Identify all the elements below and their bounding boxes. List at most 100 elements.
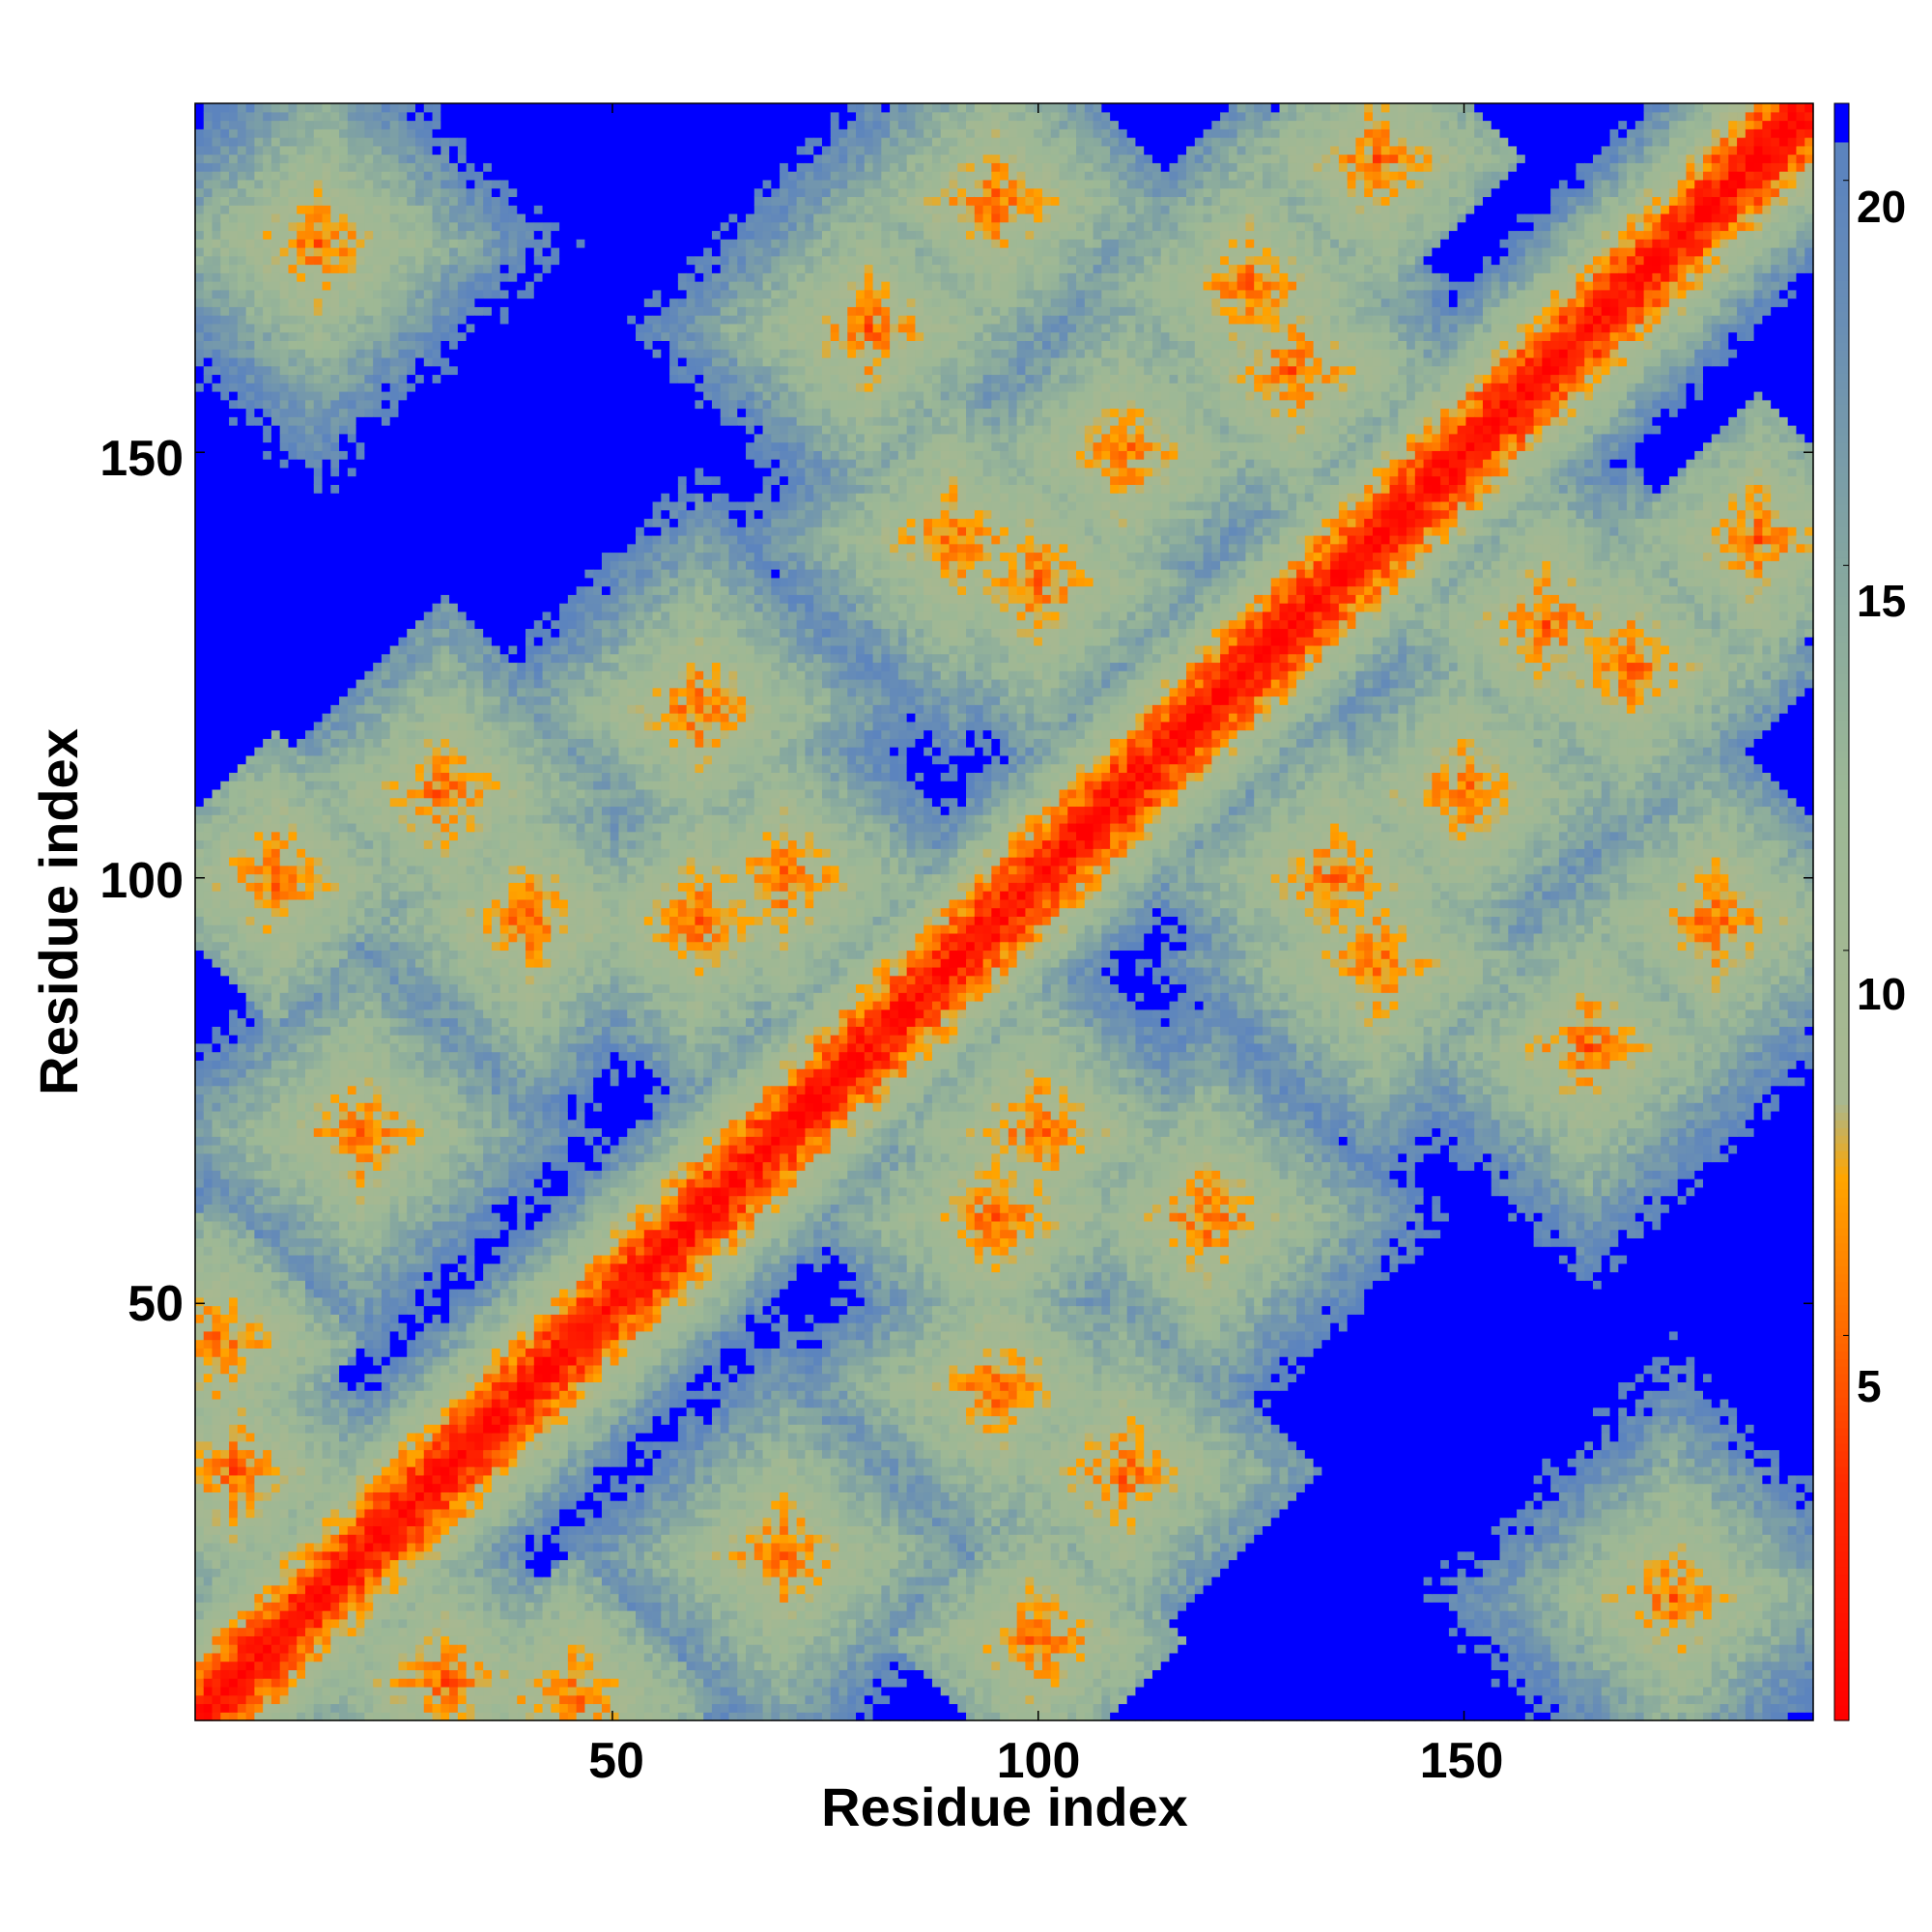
heatmap-cell bbox=[1669, 1662, 1678, 1670]
heatmap-cell bbox=[195, 603, 204, 611]
heatmap-cell bbox=[238, 1610, 246, 1619]
heatmap-cell bbox=[305, 1094, 314, 1102]
heatmap-cell bbox=[195, 823, 204, 832]
heatmap-cell bbox=[246, 1678, 255, 1687]
heatmap-cell bbox=[339, 1602, 348, 1610]
heatmap-cell bbox=[280, 1018, 289, 1027]
heatmap-cell bbox=[297, 315, 305, 324]
heatmap-cell bbox=[195, 121, 204, 129]
heatmap-cell bbox=[983, 1687, 992, 1695]
heatmap-cell bbox=[305, 1255, 314, 1264]
heatmap-cell bbox=[229, 1127, 238, 1136]
heatmap-cell bbox=[297, 840, 305, 849]
heatmap-cell bbox=[271, 747, 280, 755]
heatmap-cell bbox=[254, 789, 263, 798]
heatmap-cell bbox=[297, 1492, 305, 1500]
heatmap-cell bbox=[1712, 1669, 1720, 1678]
heatmap-cell bbox=[865, 1619, 873, 1628]
heatmap-cell bbox=[415, 1687, 424, 1695]
heatmap-cell bbox=[1170, 1610, 1179, 1619]
heatmap-cell bbox=[1508, 1628, 1517, 1636]
heatmap-cell bbox=[238, 1390, 246, 1399]
heatmap-cell bbox=[1178, 1712, 1186, 1720]
heatmap-cell bbox=[246, 1635, 255, 1644]
heatmap-cell bbox=[1144, 1628, 1152, 1636]
heatmap-cell bbox=[915, 1628, 923, 1636]
heatmap-cell bbox=[246, 1559, 255, 1568]
heatmap-cell bbox=[263, 950, 271, 958]
heatmap-cell bbox=[1373, 1653, 1381, 1662]
heatmap-cell bbox=[1618, 1653, 1627, 1662]
heatmap-cell bbox=[254, 281, 263, 290]
heatmap-cell bbox=[1085, 1653, 1094, 1662]
heatmap-cell bbox=[297, 340, 305, 349]
heatmap-cell bbox=[907, 1703, 916, 1712]
heatmap-cell bbox=[526, 1687, 534, 1695]
heatmap-cell bbox=[1305, 1619, 1314, 1628]
heatmap-cell bbox=[238, 162, 246, 171]
heatmap-cell bbox=[458, 1703, 467, 1712]
heatmap-cell bbox=[746, 1619, 754, 1628]
heatmap-cell bbox=[737, 1644, 746, 1653]
heatmap-cell bbox=[220, 1289, 229, 1297]
heatmap-cell bbox=[305, 1458, 314, 1466]
heatmap-cell bbox=[305, 992, 314, 1001]
heatmap-cell bbox=[1584, 1669, 1593, 1678]
heatmap-cell bbox=[474, 1635, 483, 1644]
heatmap-cell bbox=[932, 1628, 941, 1636]
heatmap-cell bbox=[204, 247, 213, 256]
heatmap-cell bbox=[229, 1187, 238, 1196]
heatmap-cell bbox=[1559, 1662, 1568, 1670]
heatmap-cell bbox=[881, 1610, 890, 1619]
heatmap-cell bbox=[831, 1602, 839, 1610]
heatmap-cell bbox=[271, 1407, 280, 1416]
heatmap-cell bbox=[1101, 1628, 1110, 1636]
heatmap-cell bbox=[653, 1628, 662, 1636]
heatmap-cell bbox=[805, 1653, 813, 1662]
heatmap-cell bbox=[1211, 1653, 1220, 1662]
heatmap-cell bbox=[246, 1433, 255, 1441]
heatmap-cell bbox=[220, 1518, 229, 1526]
heatmap-cell bbox=[288, 103, 297, 112]
heatmap-cell bbox=[1440, 1695, 1449, 1704]
heatmap-cell bbox=[1245, 1635, 1254, 1644]
heatmap-cell bbox=[1440, 1653, 1449, 1662]
heatmap-cell bbox=[1593, 1687, 1602, 1695]
heatmap-cell bbox=[220, 857, 229, 866]
heatmap-cell bbox=[1263, 1669, 1271, 1678]
heatmap-cell bbox=[238, 340, 246, 349]
heatmap-cell bbox=[271, 501, 280, 510]
heatmap-cell bbox=[788, 1619, 797, 1628]
heatmap-cell bbox=[220, 366, 229, 375]
heatmap-cell bbox=[271, 1102, 280, 1111]
heatmap-cell bbox=[229, 857, 238, 866]
heatmap-cell bbox=[1152, 1678, 1161, 1687]
heatmap-cell bbox=[195, 1035, 204, 1043]
heatmap-cell bbox=[263, 1577, 271, 1585]
heatmap-cell bbox=[1492, 1619, 1500, 1628]
heatmap-cell bbox=[238, 476, 246, 485]
heatmap-cell bbox=[746, 1687, 754, 1695]
heatmap-cell bbox=[856, 1687, 865, 1695]
heatmap-cell bbox=[204, 340, 213, 349]
heatmap-cell bbox=[356, 1678, 365, 1687]
heatmap-cell bbox=[263, 484, 271, 493]
heatmap-cell bbox=[263, 1551, 271, 1560]
heatmap-cell bbox=[220, 1653, 229, 1662]
heatmap-cell bbox=[220, 1127, 229, 1136]
heatmap-cell bbox=[314, 1653, 323, 1662]
heatmap-cell bbox=[288, 1466, 297, 1475]
heatmap-cell bbox=[1330, 1712, 1339, 1720]
heatmap-cell bbox=[220, 1399, 229, 1407]
heatmap-cell bbox=[348, 1653, 356, 1662]
heatmap-cell bbox=[728, 1610, 737, 1619]
heatmap-cell bbox=[297, 298, 305, 307]
heatmap-cell bbox=[788, 1610, 797, 1619]
heatmap-cell bbox=[238, 594, 246, 603]
heatmap-cell bbox=[330, 1644, 339, 1653]
heatmap-cell bbox=[271, 1466, 280, 1475]
heatmap-cell bbox=[280, 1255, 289, 1264]
heatmap-cell bbox=[534, 1644, 543, 1653]
heatmap-cell bbox=[204, 1534, 213, 1543]
heatmap-cell bbox=[1094, 1703, 1102, 1712]
